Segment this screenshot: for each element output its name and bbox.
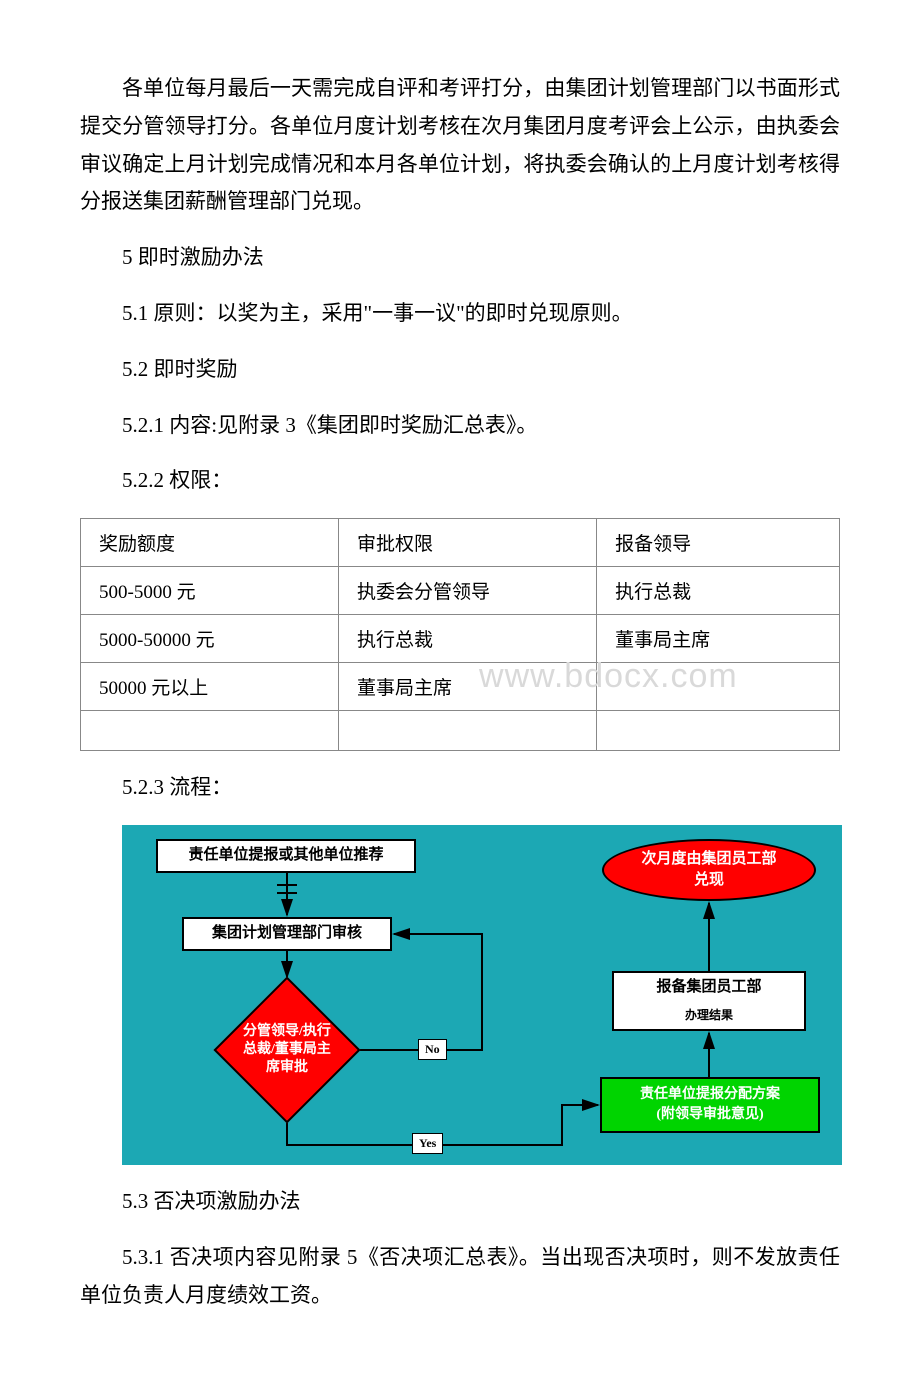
- heading-5-1: 5.1 原则：以奖为主，采用"一事一议"的即时兑现原则。: [80, 295, 840, 333]
- table-cell: 5000-50000 元: [81, 615, 339, 663]
- table-cell: [597, 663, 840, 711]
- paragraph-intro: 各单位每月最后一天需完成自评和考评打分，由集团计划管理部门以书面形式提交分管领导…: [80, 70, 840, 221]
- node-label: 报备集团员工部: [656, 978, 761, 998]
- node-label: 席审批: [266, 1059, 308, 1077]
- table-cell: 执行总裁: [339, 615, 597, 663]
- col-header: 报备领导: [597, 519, 840, 567]
- node-label: 办理结果: [685, 1008, 733, 1024]
- table-cell: [339, 711, 597, 751]
- table-cell: 董事局主席: [597, 615, 840, 663]
- node-label: 责任单位提报分配方案: [640, 1085, 780, 1105]
- edge-label-yes: Yes: [412, 1133, 443, 1154]
- authority-table: 奖励额度 审批权限 报备领导 500-5000 元 执委会分管领导 执行总裁 5…: [80, 518, 840, 751]
- node-label: 责任单位提报或其他单位推荐: [188, 846, 383, 866]
- node-label: 总裁/董事局主: [243, 1041, 331, 1059]
- flow-node-submit: 责任单位提报或其他单位推荐: [156, 839, 416, 873]
- flowchart-container: 责任单位提报或其他单位推荐 集团计划管理部门审核 分管领导/执行 总裁/董事局主…: [122, 825, 842, 1165]
- flow-node-review: 集团计划管理部门审核: [182, 917, 392, 951]
- edge-label-no: No: [418, 1039, 447, 1060]
- table-row: 5000-50000 元 执行总裁 董事局主席: [81, 615, 840, 663]
- flow-node-allocation: 责任单位提报分配方案 (附领导审批意见): [600, 1077, 820, 1133]
- heading-5: 5 即时激励办法: [80, 239, 840, 277]
- flow-node-decision: 分管领导/执行 总裁/董事局主 席审批: [207, 970, 367, 1130]
- table-row-empty: [81, 711, 840, 751]
- heading-5-2-3: 5.2.3 流程：: [80, 769, 840, 807]
- table-cell: [597, 711, 840, 751]
- process-flowchart: 责任单位提报或其他单位推荐 集团计划管理部门审核 分管领导/执行 总裁/董事局主…: [122, 825, 842, 1165]
- flow-node-realize: 次月度由集团员工部 兑现: [602, 839, 816, 901]
- heading-5-3-1: 5.3.1 否决项内容见附录 5《否决项汇总表》。当出现否决项时，则不发放责任单…: [80, 1239, 840, 1315]
- table-cell: 500-5000 元: [81, 567, 339, 615]
- label-text: No: [425, 1042, 440, 1056]
- table-row: 50000 元以上 董事局主席 www.bdocx.com: [81, 663, 840, 711]
- heading-5-3: 5.3 否决项激励办法: [80, 1183, 840, 1221]
- node-label: 兑现: [694, 870, 724, 891]
- table-cell: 执行总裁: [597, 567, 840, 615]
- node-label: (附领导审批意见): [656, 1105, 763, 1125]
- node-label: 集团计划管理部门审核: [212, 924, 362, 944]
- table-cell: [81, 711, 339, 751]
- table-cell: 执委会分管领导: [339, 567, 597, 615]
- table-row: 500-5000 元 执委会分管领导 执行总裁: [81, 567, 840, 615]
- table-cell: 董事局主席 www.bdocx.com: [339, 663, 597, 711]
- heading-5-2: 5.2 即时奖励: [80, 351, 840, 389]
- heading-5-2-1: 5.2.1 内容:见附录 3《集团即时奖励汇总表》。: [80, 407, 840, 445]
- flow-node-report: 报备集团员工部 办理结果: [612, 971, 806, 1031]
- heading-5-2-2: 5.2.2 权限：: [80, 462, 840, 500]
- cell-text: 董事局主席: [357, 678, 452, 699]
- node-label: 分管领导/执行: [243, 1023, 331, 1041]
- table-header-row: 奖励额度 审批权限 报备领导: [81, 519, 840, 567]
- node-label: 次月度由集团员工部: [641, 849, 776, 870]
- table-cell: 50000 元以上: [81, 663, 339, 711]
- label-text: Yes: [419, 1136, 436, 1150]
- col-header: 审批权限: [339, 519, 597, 567]
- col-header: 奖励额度: [81, 519, 339, 567]
